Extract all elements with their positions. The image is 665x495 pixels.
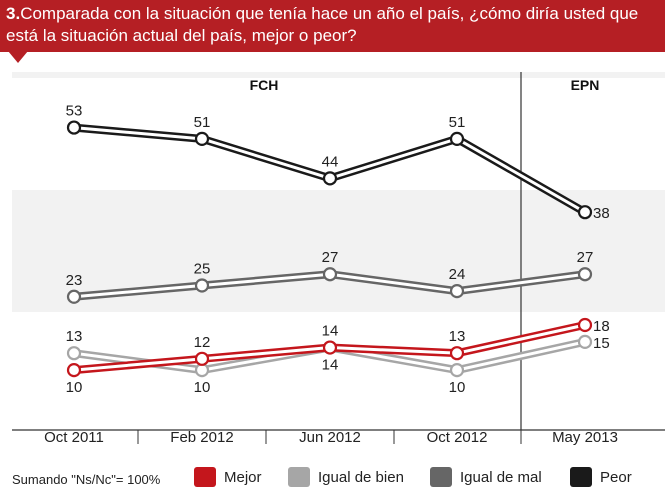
data-point-mejor: [322, 340, 338, 355]
data-label-peor: 51: [449, 114, 466, 131]
data-label-peor: 53: [66, 103, 83, 120]
header-pointer: [8, 51, 28, 63]
data-label-peor: 38: [593, 205, 610, 222]
legend-label: Igual de bien: [318, 468, 404, 486]
data-point-mejor: [194, 351, 210, 366]
legend-label: Mejor: [224, 468, 262, 486]
legend: Sumando "Ns/Nc"= 100% Mejor Igual de bien…: [0, 462, 665, 495]
data-point-peor: [66, 120, 82, 135]
data-label-igual-de-bien: 10: [194, 379, 211, 396]
data-label-mejor: 14: [322, 323, 339, 340]
data-label-peor: 51: [194, 114, 211, 131]
legend-item-peor: Peor: [570, 466, 632, 488]
question-number: 3.: [6, 4, 21, 23]
period-label-epn: EPN: [571, 77, 600, 93]
x-tick-label: Oct 2011: [44, 429, 104, 446]
data-point-igual-de-mal: [577, 267, 593, 282]
data-label-igual-de-mal: 23: [66, 272, 83, 289]
legend-swatch: [430, 467, 452, 487]
data-point-peor: [194, 131, 210, 146]
question-title: 3.Comparada con la situación que tenía h…: [6, 3, 661, 47]
legend-item-mejor: Mejor: [194, 466, 262, 488]
data-label-igual-de-mal: 27: [577, 249, 594, 266]
line-chart: FCH EPN Oct 2011 Feb 2012 Jun 2012 Oct 2012 Ma…: [12, 72, 665, 446]
data-point-peor: [449, 131, 465, 146]
legend-swatch: [288, 467, 310, 487]
legend-label: Igual de mal: [460, 468, 542, 486]
data-label-igual-de-mal: 25: [194, 261, 211, 278]
legend-item-igual-de-mal: Igual de mal: [430, 466, 542, 488]
legend-swatch: [570, 467, 592, 487]
data-label-igual-de-bien: 15: [593, 335, 610, 352]
legend-swatch: [194, 467, 216, 487]
data-point-peor: [322, 171, 338, 186]
legend-item-igual-de-bien: Igual de bien: [288, 466, 404, 488]
data-point-igual-de-mal: [194, 278, 210, 293]
x-tick-label: Feb 2012: [170, 429, 233, 446]
period-label-fch: FCH: [250, 77, 279, 93]
data-point-igual-de-bien: [66, 346, 82, 361]
data-point-mejor: [577, 317, 593, 333]
legend-label: Peor: [600, 468, 632, 486]
data-point-igual-de-bien: [449, 363, 465, 378]
data-label-igual-de-mal: 24: [449, 266, 466, 283]
question-header: [0, 0, 665, 52]
x-tick-label: May 2013: [552, 429, 618, 446]
x-tick-label: Jun 2012: [299, 429, 361, 446]
data-point-peor: [577, 205, 593, 220]
data-point-igual-de-mal: [322, 267, 338, 282]
x-tick-label: Oct 2012: [427, 429, 488, 446]
legend-note: Sumando "Ns/Nc"= 100%: [12, 472, 161, 487]
data-point-igual-de-mal: [449, 284, 465, 299]
data-label-mejor: 13: [449, 328, 466, 345]
data-label-igual-de-mal: 27: [322, 249, 339, 266]
data-point-mejor: [66, 363, 82, 378]
data-label-igual-de-bien: 13: [66, 328, 83, 345]
data-point-mejor: [449, 346, 465, 361]
data-label-mejor: 18: [593, 318, 610, 335]
data-point-igual-de-mal: [66, 289, 82, 304]
data-label-igual-de-bien: 10: [449, 379, 466, 396]
data-label-mejor: 12: [194, 334, 211, 351]
data-label-igual-de-bien: 14: [322, 357, 339, 374]
data-label-peor: 44: [322, 153, 339, 170]
data-point-igual-de-bien: [577, 334, 593, 349]
data-label-mejor: 10: [66, 379, 83, 396]
question-text: Comparada con la situación que tenía hac…: [6, 4, 639, 45]
